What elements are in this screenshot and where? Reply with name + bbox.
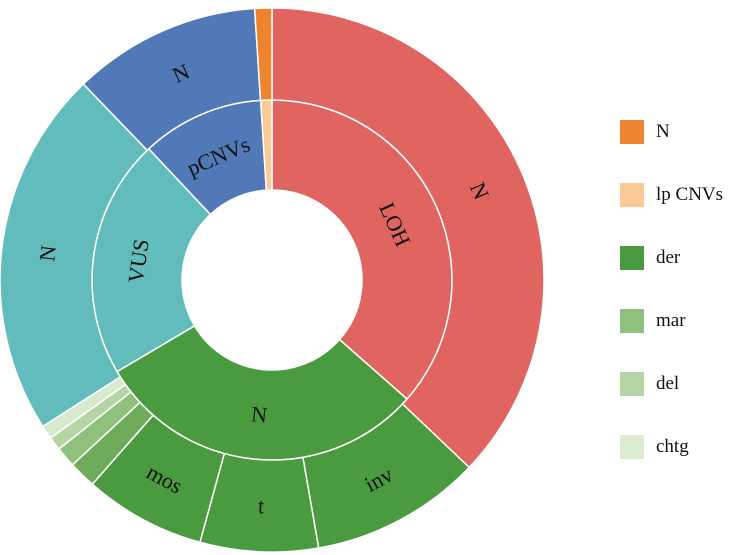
outer-segment-n-8 [0,82,149,428]
outer-ring [0,7,545,553]
outer-segment-n-0 [271,7,545,469]
legend-item-lp-cnvs-1: lp CNVs [620,163,730,226]
legend-swatch [620,182,644,207]
legend-item-der-2: der [620,226,730,289]
legend-swatch [620,434,644,459]
legend-label: der [656,246,681,268]
legend-label: del [656,372,680,394]
inner-ring [91,99,453,461]
legend-label: mar [656,309,686,331]
outer-segment-unlabeled-10 [253,7,273,102]
legend-item-del-4: del [620,352,730,415]
legend-label: lp CNVs [656,183,724,205]
legend-swatch [620,308,644,333]
legend-swatch [620,371,644,396]
outer-label-t-2: t [258,493,265,518]
outer-label-n-8: N [34,244,61,263]
legend-label: N [656,120,670,142]
legend-item-n-0: N [620,100,730,163]
legend-item-chtg-5: chtg [620,415,730,478]
inner-label-vus-2: VUS [123,237,154,284]
inner-label-n-1: N [250,401,268,427]
legend-label: chtg [656,435,689,457]
legend-swatch [620,119,644,144]
legend-swatch [620,245,644,270]
legend-item-mar-3: mar [620,289,730,352]
